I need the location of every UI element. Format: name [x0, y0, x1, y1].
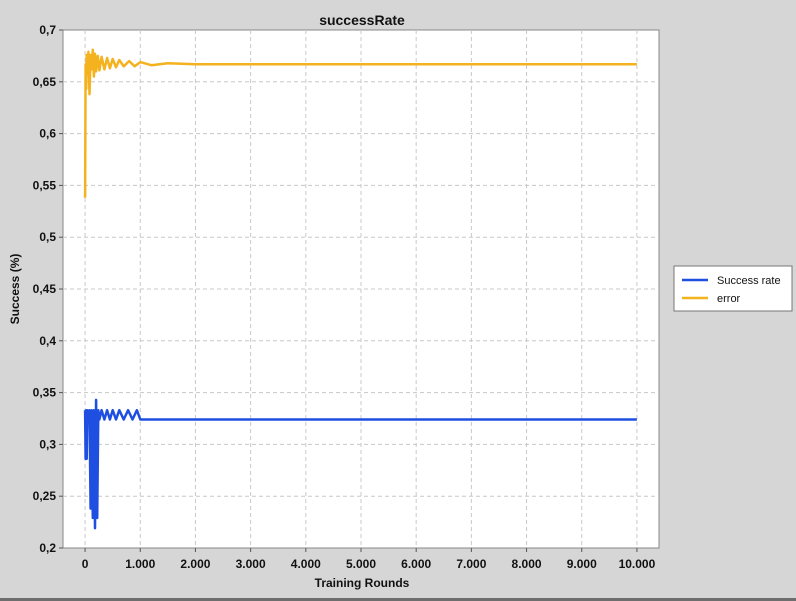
- y-axis-label: Success (%): [8, 254, 22, 325]
- y-tick-label: 0,6: [39, 127, 56, 141]
- y-tick-label: 0,5: [39, 230, 56, 244]
- series-line-error: [83, 48, 637, 198]
- y-tick-label: 0,2: [39, 541, 56, 555]
- y-tick-label: 0,35: [33, 386, 57, 400]
- x-tick-label: 1.000: [125, 557, 155, 571]
- y-tick-label: 0,7: [39, 23, 56, 37]
- y-tick-label: 0,25: [33, 489, 57, 503]
- plot-series: [83, 48, 637, 530]
- x-tick-label: 10.000: [619, 557, 656, 571]
- y-tick-label: 0,65: [33, 75, 57, 89]
- x-tick-label: 7.000: [456, 557, 486, 571]
- x-tick-label: 8.000: [512, 557, 542, 571]
- y-axis: 0,2 0,25 0,3 0,35 0,4 0,45 0,5 0,55 0,6 0,65 0,7: [33, 23, 63, 555]
- window-bottom-border: [0, 598, 796, 601]
- x-tick-label: 3.000: [236, 557, 266, 571]
- x-tick-label: 5.000: [346, 557, 376, 571]
- y-tick-label: 0,4: [39, 334, 56, 348]
- legend: Success rate error: [673, 265, 793, 312]
- series-line-success-rate: [83, 398, 637, 530]
- y-tick-label: 0,3: [39, 437, 56, 451]
- y-tick-label: 0,55: [33, 178, 57, 192]
- y-tick-label: 0,45: [33, 282, 57, 296]
- x-tick-label: 2.000: [180, 557, 210, 571]
- x-tick-label: 0: [82, 557, 89, 571]
- legend-label-success-rate: Success rate: [717, 275, 781, 287]
- chart-title: successRate: [319, 12, 405, 28]
- x-axis-label: Training Rounds: [315, 576, 410, 590]
- legend-label-error: error: [717, 293, 741, 305]
- x-tick-label: 6.000: [401, 557, 431, 571]
- legend-box: [673, 265, 793, 312]
- x-tick-label: 4.000: [291, 557, 321, 571]
- x-axis: 0 1.000 2.000 3.000 4.000 5.000 6.000 7.000 8.00…: [82, 548, 656, 571]
- x-tick-label: 9.000: [567, 557, 597, 571]
- grid-lines: [63, 30, 659, 548]
